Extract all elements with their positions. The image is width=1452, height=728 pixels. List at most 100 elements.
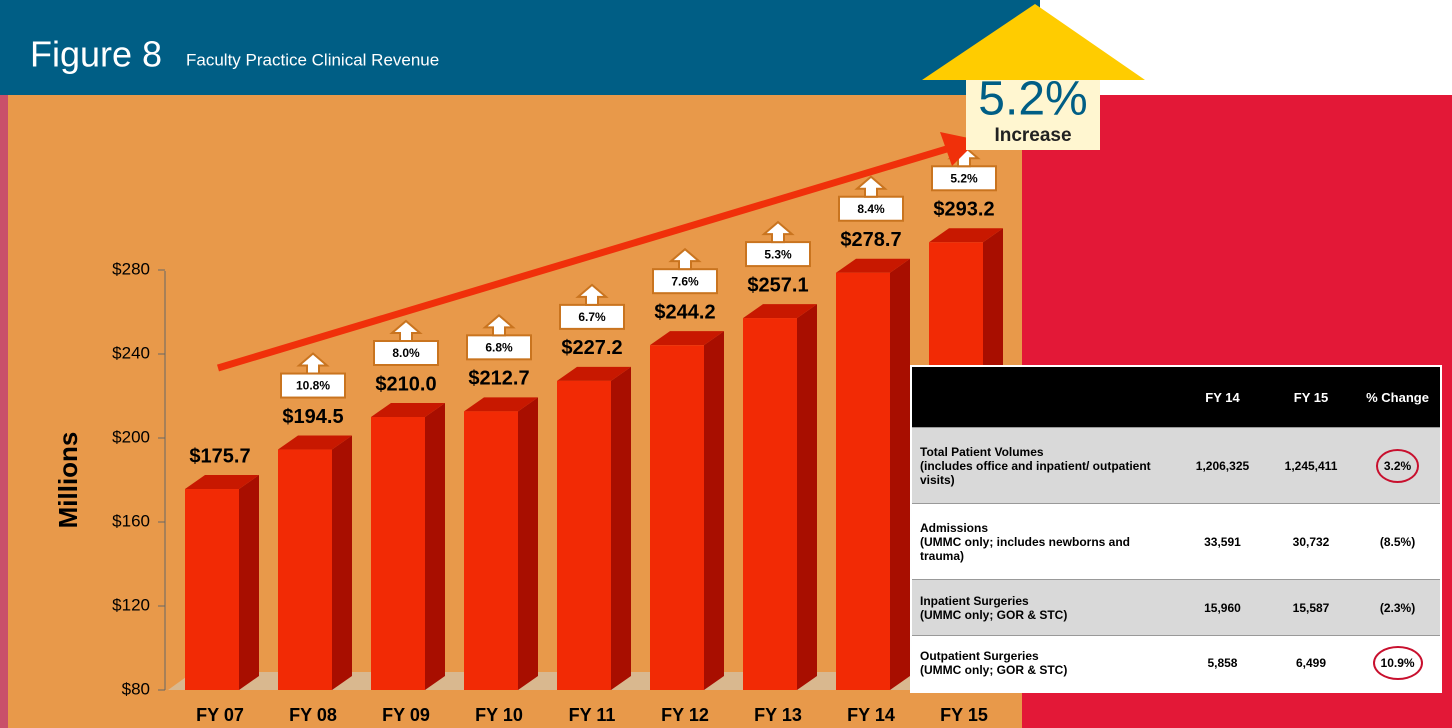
bar xyxy=(464,411,518,690)
bar-side xyxy=(332,435,352,690)
callout-value: 5.2% xyxy=(978,73,1087,126)
growth-box xyxy=(280,372,346,399)
value-label: $227.2 xyxy=(561,337,622,359)
x-tick-label: FY 08 xyxy=(289,705,337,725)
row-label-cell: Inpatient Surgeries (UMMC only; GOR & STC… xyxy=(911,579,1178,636)
bar-top xyxy=(929,228,1003,243)
table-cell: 1,245,411 xyxy=(1266,427,1356,504)
table-cell: 15,960 xyxy=(1178,579,1267,636)
circled-value: 10.9% xyxy=(1372,646,1423,681)
table-cell: 5,858 xyxy=(1178,635,1267,692)
y-tick-label: $200 xyxy=(112,427,150,446)
table-cell: (8.5%) xyxy=(1355,503,1441,580)
growth-arrow xyxy=(296,352,330,375)
cell-value: 33,591 xyxy=(1204,534,1241,549)
y-tick-label: $280 xyxy=(112,259,150,278)
growth-box xyxy=(745,241,811,268)
cell-value: 15,960 xyxy=(1204,600,1241,615)
header-subtitle: Faculty Practice Clinical Revenue xyxy=(186,50,439,69)
value-label: $257.1 xyxy=(747,274,808,296)
growth-label: 5.2% xyxy=(950,171,978,185)
row-label: Total Patient Volumes xyxy=(920,444,1044,459)
value-label: $244.2 xyxy=(654,301,715,323)
bar-side xyxy=(611,366,631,690)
growth-label: 7.6% xyxy=(671,274,699,288)
bar-side xyxy=(797,304,817,690)
growth-arrow xyxy=(482,314,516,337)
value-label: $293.2 xyxy=(933,199,994,221)
header-cell-blank xyxy=(911,366,1178,428)
bar-side xyxy=(239,475,259,690)
table-cell: (2.3%) xyxy=(1355,579,1441,636)
x-tick-label: FY 15 xyxy=(940,705,988,725)
cell-value: (8.5%) xyxy=(1379,534,1416,549)
x-tick-label: FY 13 xyxy=(754,705,802,725)
bar xyxy=(836,272,890,690)
column-header: FY 15 xyxy=(1266,366,1356,428)
x-tick-label: FY 09 xyxy=(382,705,430,725)
y-tick-label: $120 xyxy=(112,595,150,614)
growth-label: 8.4% xyxy=(857,202,885,216)
left-edge xyxy=(0,95,8,728)
row-detail: (UMMC only; includes newborns and trauma… xyxy=(920,534,1131,563)
table-row: Total Patient Volumes (includes office an… xyxy=(911,427,1441,504)
bar-top xyxy=(743,304,817,319)
table-cell: 15,587 xyxy=(1266,579,1356,636)
table-cell: 6,499 xyxy=(1266,635,1356,692)
table-row: Outpatient Surgeries (UMMC only; GOR & ST… xyxy=(911,635,1441,692)
x-tick-label: FY 07 xyxy=(196,705,244,725)
value-label: $210.0 xyxy=(375,373,436,395)
bar-top xyxy=(836,258,910,273)
growth-arrow xyxy=(761,220,795,244)
growth-label: 10.8% xyxy=(296,379,330,393)
y-tick-label: $80 xyxy=(122,679,150,698)
bar-side xyxy=(890,258,910,690)
x-tick-label: FY 11 xyxy=(569,705,616,725)
table-cell: 10.9% xyxy=(1355,635,1441,692)
column-header: % Change xyxy=(1355,366,1441,428)
value-label: $175.7 xyxy=(189,445,250,467)
table-cell: 3.2% xyxy=(1355,427,1441,504)
bar xyxy=(743,318,797,690)
row-detail: (includes office and inpatient/ outpatie… xyxy=(920,458,1151,487)
header-title: Figure 8 xyxy=(30,34,162,75)
x-tick-label: FY 12 xyxy=(661,705,709,725)
cell-value: 1,206,325 xyxy=(1195,458,1250,473)
callout-box xyxy=(966,80,1100,150)
growth-arrow xyxy=(575,283,609,306)
table-row: Admissions (UMMC only; includes newborns … xyxy=(911,503,1441,580)
cell-value: 1,245,411 xyxy=(1284,458,1338,473)
callout-label: Increase xyxy=(994,125,1071,146)
bar-side xyxy=(704,331,724,690)
row-detail: (UMMC only; GOR & STC) xyxy=(920,663,1068,678)
bar xyxy=(557,380,611,690)
bar-top xyxy=(557,366,631,381)
cell-value: 15,587 xyxy=(1292,600,1330,615)
y-tick-label: $240 xyxy=(112,343,150,362)
x-tick-label: FY 10 xyxy=(475,705,523,725)
growth-arrow xyxy=(389,319,423,342)
y-axis-label: Millions xyxy=(53,432,83,529)
growth-box xyxy=(466,334,532,361)
y-tick-label: $160 xyxy=(112,511,150,530)
volume-table: FY 14 FY 15% Change Total Patient Volumes(… xyxy=(910,365,1442,693)
row-label: Outpatient Surgeries xyxy=(920,649,1039,664)
row-label: Inpatient Surgeries xyxy=(920,593,1029,608)
bar-top xyxy=(464,397,538,412)
row-label-cell: Outpatient Surgeries (UMMC only; GOR & ST… xyxy=(911,635,1178,692)
x-tick-label: FY 14 xyxy=(847,705,895,725)
bar-side xyxy=(425,403,445,690)
growth-box xyxy=(373,340,439,366)
row-detail: (UMMC only; GOR & STC) xyxy=(920,607,1068,622)
table-header: FY 14 FY 15% Change xyxy=(911,366,1441,428)
cell-value: 30,732 xyxy=(1292,534,1330,549)
header-band xyxy=(0,0,1040,95)
bar xyxy=(650,345,704,690)
table-cell: 1,206,325 xyxy=(1178,427,1267,504)
column-header: FY 14 xyxy=(1178,366,1267,428)
bar-top xyxy=(185,475,259,490)
table-cell: 30,732 xyxy=(1266,503,1356,580)
value-label: $278.7 xyxy=(840,229,901,251)
